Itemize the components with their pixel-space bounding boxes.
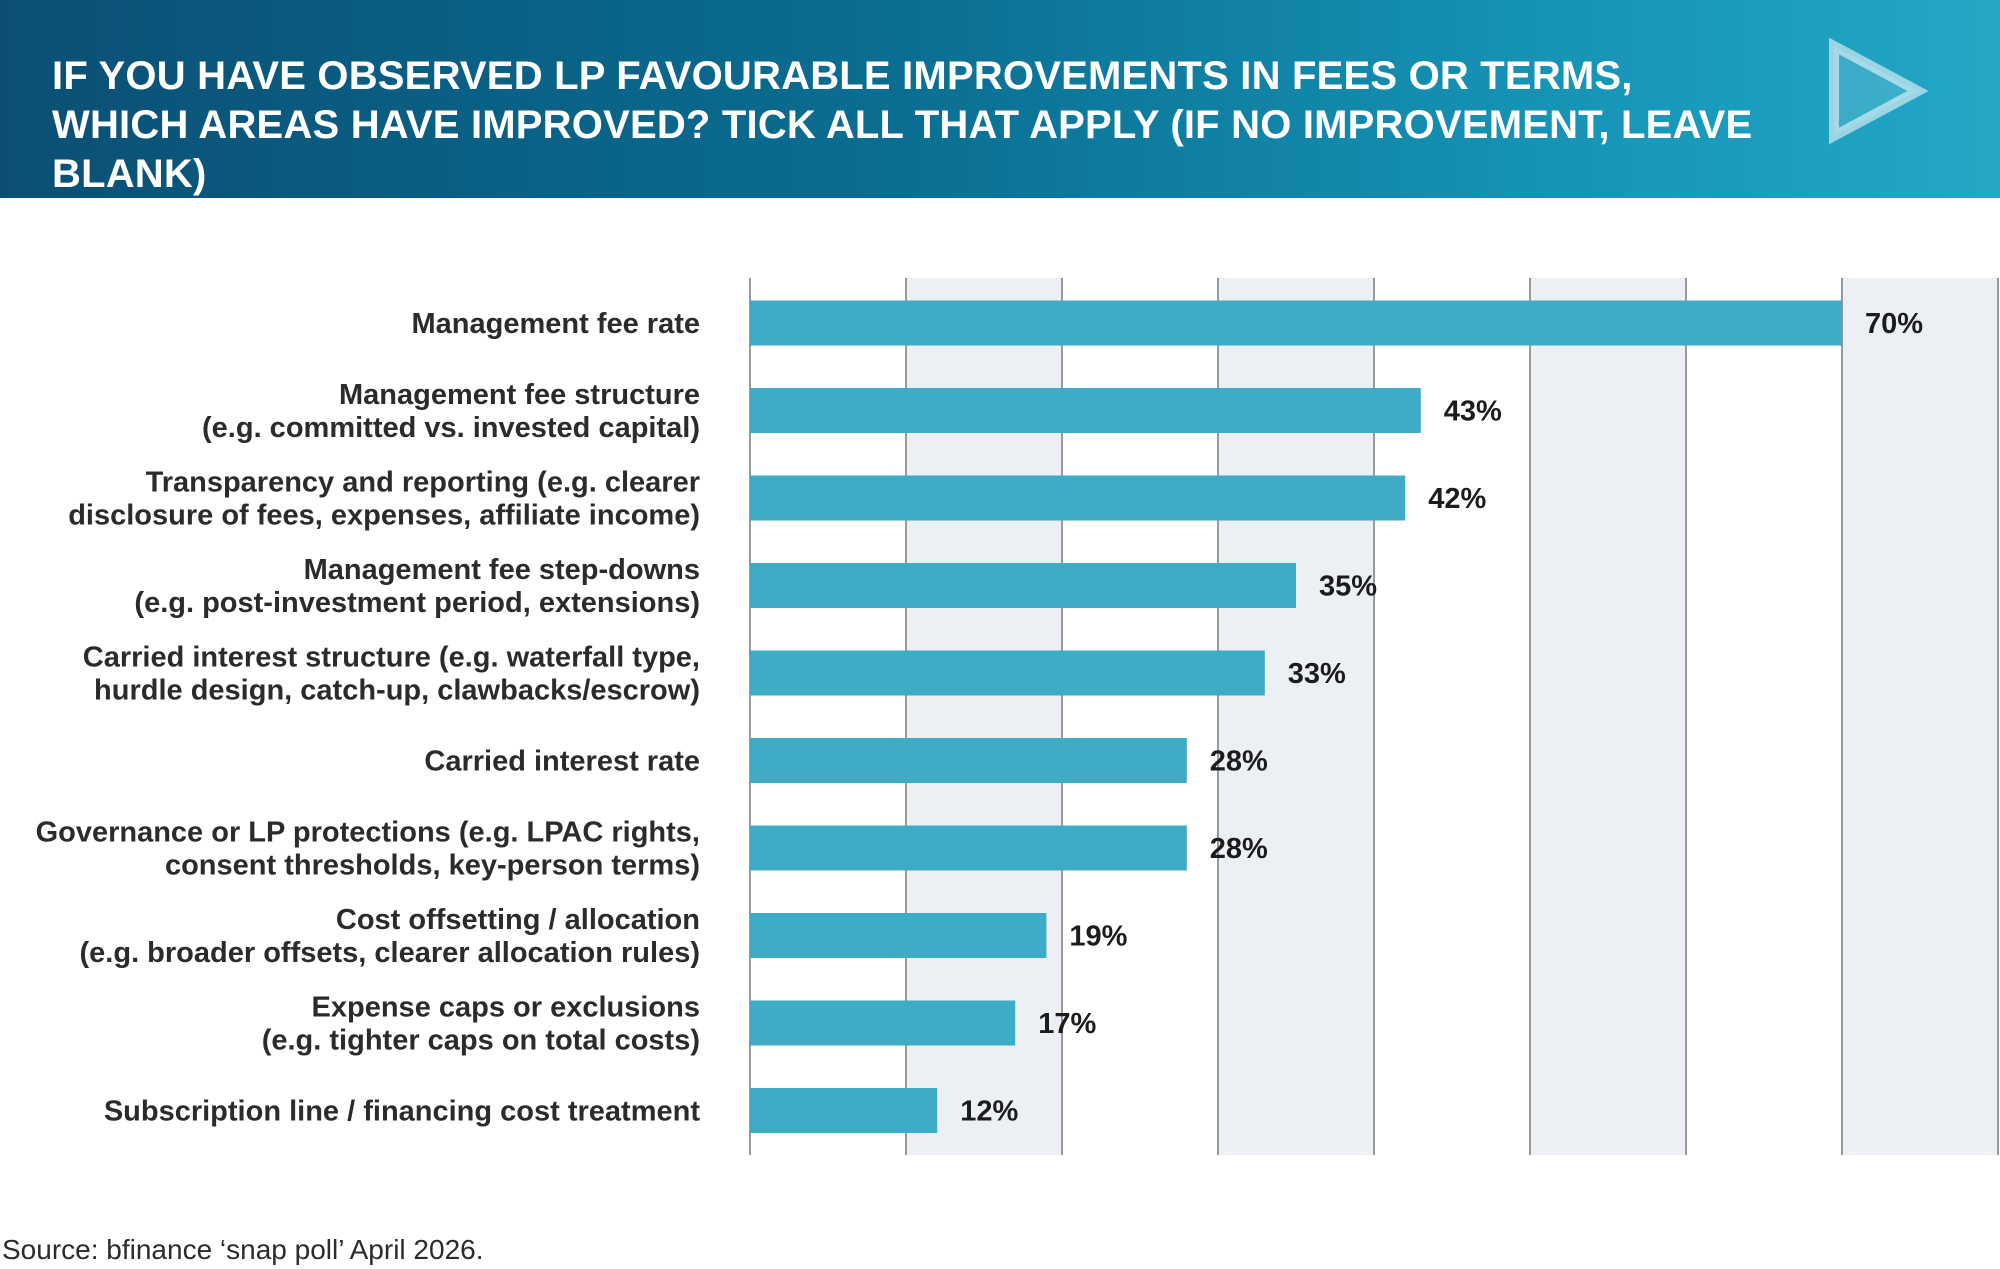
chart-title: IF YOU HAVE OBSERVED LP FAVOURABLE IMPRO… bbox=[52, 54, 1753, 196]
category-label: Cost offsetting / allocation bbox=[336, 904, 700, 936]
header-banner: IF YOU HAVE OBSERVED LP FAVOURABLE IMPRO… bbox=[0, 0, 2000, 198]
source-note: Source: bfinance ‘snap poll’ April 2026. bbox=[2, 1234, 484, 1265]
category-labels: Management fee rate Management fee struct… bbox=[36, 308, 701, 1128]
category-label: Management fee rate bbox=[412, 308, 701, 340]
category-label: Carried interest rate bbox=[424, 746, 700, 778]
grid-band bbox=[1530, 278, 1686, 1155]
bar-chart: 70% 43% 42% 35% 33% 28% 28% 19% 17% 12% Managemen… bbox=[36, 278, 1999, 1155]
data-label: 43% bbox=[1444, 396, 1502, 428]
category-label: disclosure of fees, expenses, affiliate … bbox=[68, 500, 700, 532]
bar bbox=[750, 738, 1187, 783]
category-label: hurdle design, catch-up, clawbacks/escro… bbox=[94, 675, 700, 707]
category-label: Carried interest structure (e.g. waterfa… bbox=[83, 642, 700, 674]
category-label: Governance or LP protections (e.g. LPAC … bbox=[36, 817, 700, 849]
category-label: Management fee structure bbox=[339, 379, 700, 411]
data-label: 17% bbox=[1038, 1008, 1096, 1040]
bar bbox=[750, 913, 1047, 958]
data-label: 70% bbox=[1865, 308, 1923, 340]
category-label: Transparency and reporting (e.g. clearer bbox=[146, 467, 700, 499]
data-label: 19% bbox=[1069, 921, 1127, 953]
bar bbox=[750, 388, 1421, 433]
bar bbox=[750, 563, 1296, 608]
category-label: consent thresholds, key-person terms) bbox=[165, 850, 700, 882]
play-triangle-icon bbox=[1829, 37, 1929, 145]
bar bbox=[750, 650, 1265, 696]
data-label: 33% bbox=[1288, 658, 1346, 690]
grid-band bbox=[1842, 278, 1998, 1155]
category-label: Management fee step-downs bbox=[304, 554, 700, 586]
data-label: 42% bbox=[1428, 483, 1486, 515]
bar bbox=[750, 1088, 938, 1133]
bar bbox=[750, 1000, 1016, 1046]
data-label: 28% bbox=[1210, 746, 1268, 778]
bars bbox=[750, 300, 1842, 1133]
category-label: Subscription line / financing cost treat… bbox=[104, 1096, 701, 1128]
value-labels: 70% 43% 42% 35% 33% 28% 28% 19% 17% 12% bbox=[960, 308, 1923, 1128]
bar bbox=[750, 475, 1406, 521]
category-label: (e.g. post-investment period, extensions… bbox=[134, 587, 700, 619]
data-label: 35% bbox=[1319, 571, 1377, 603]
data-label: 28% bbox=[1210, 833, 1268, 865]
category-label: (e.g. broader offsets, clearer allocatio… bbox=[80, 937, 700, 969]
bar bbox=[750, 300, 1842, 346]
bar bbox=[750, 825, 1187, 871]
category-label: Expense caps or exclusions bbox=[312, 992, 700, 1024]
data-label: 12% bbox=[960, 1096, 1018, 1128]
category-label: (e.g. tighter caps on total costs) bbox=[262, 1025, 700, 1057]
category-label: (e.g. committed vs. invested capital) bbox=[202, 412, 700, 444]
